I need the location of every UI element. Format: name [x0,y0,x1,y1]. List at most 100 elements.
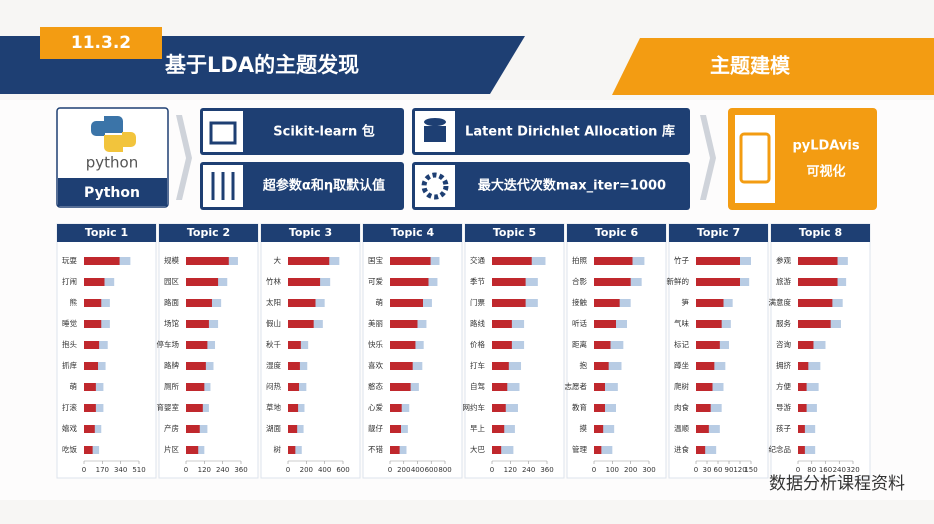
category-label: 美丽 [368,318,383,328]
x-tick-label: 160 [819,466,832,474]
category-label: 抓痒 [62,360,77,370]
lda-box [412,108,690,155]
bar [84,278,105,286]
bar [390,446,400,454]
category-label: 不错 [368,444,383,454]
category-label: 早上 [470,424,485,433]
x-tick-label: 120 [198,466,211,474]
bar [492,278,526,286]
bar [390,362,413,370]
bar [594,320,616,328]
x-tick-label: 0 [388,466,392,474]
bar [492,362,509,370]
category-label: 摸 [580,423,588,433]
x-tick-label: 120 [504,466,517,474]
category-label: 网约车 [463,402,486,412]
category-label: 志愿者 [565,381,588,391]
x-tick-label: 60 [714,466,723,474]
bar [186,341,208,349]
watermark: 数据分析课程资料 [769,474,905,494]
bar [696,341,720,349]
panel-title: Topic 4 [391,226,435,239]
panel-title: Topic 6 [595,226,639,239]
x-tick-label: 80 [807,466,816,474]
panel-title: Topic 3 [289,226,332,239]
category-label: 竹林 [266,276,281,286]
bar [186,362,206,370]
bar [84,362,99,370]
header-title: 基于LDA的主题发现 [165,53,359,77]
category-label: 产房 [164,423,179,433]
bar [288,362,300,370]
bar [186,404,203,412]
category-label: 交通 [470,255,485,265]
x-tick-label: 0 [82,466,86,474]
panel [566,223,667,479]
x-tick-label: 400 [411,466,424,474]
category-label: 可爱 [368,277,383,286]
x-tick-label: 400 [318,466,331,474]
category-label: 太阳 [266,297,281,307]
bar [288,341,301,349]
bar [84,404,96,412]
bar [798,257,838,265]
bar [84,425,95,433]
category-label: 熊 [70,297,78,307]
section-number: 11.3.2 [71,33,131,53]
category-label: 萌 [376,297,384,307]
category-label: 新鲜的 [667,276,690,286]
category-label: 打滚 [62,402,77,412]
category-label: 管理 [572,444,587,454]
category-label: 树 [274,444,282,454]
category-label: 睡觉 [62,318,77,328]
vis-text: 可视化 [806,164,845,180]
python-logo-text: python [86,154,138,172]
bar [186,446,199,454]
category-label: 接触 [572,297,587,307]
gift-icon [209,121,237,145]
bar [492,257,532,265]
bar [288,383,299,391]
chevron [700,115,716,200]
category-label: 导游 [776,402,791,412]
category-label: 气味 [674,318,689,328]
iter-box [412,162,690,210]
category-label: 吃饭 [62,444,77,454]
bar [288,320,314,328]
bar [696,404,711,412]
python-label-bar [58,178,167,206]
bar [798,404,817,412]
panel [260,223,361,479]
x-tick-label: 30 [703,466,712,474]
bar [390,404,402,412]
python-logo-blue [91,116,123,136]
bar [594,425,615,433]
topic-tag-text: 主题建模 [710,54,791,78]
bar [798,362,809,370]
category-label: 萌 [70,381,78,391]
sklearn-text: Scikit-learn 包 [273,124,374,140]
category-label: 路牌 [164,360,179,370]
icon-bg [415,165,455,207]
bar [186,425,200,433]
bar [696,362,715,370]
bar [798,278,838,286]
panel-title: Topic 5 [493,226,536,239]
bar [594,299,620,307]
panel-header [669,224,768,242]
bar [288,446,296,454]
params-text: 超参数α和η取默认值 [263,178,385,194]
bar [594,383,618,391]
panel-header [771,224,870,242]
panel-header [465,224,564,242]
bar [594,341,611,349]
x-tick-label: 200 [397,466,410,474]
bar [390,299,423,307]
category-label: 自驾 [470,381,485,391]
category-label: 参观 [776,255,791,265]
category-label: 价格 [470,339,485,349]
category-label: 嬉戏 [62,423,77,433]
category-label: 育婴室 [157,402,180,412]
category-label: 厕所 [164,381,179,391]
category-label: 打车 [470,360,485,370]
